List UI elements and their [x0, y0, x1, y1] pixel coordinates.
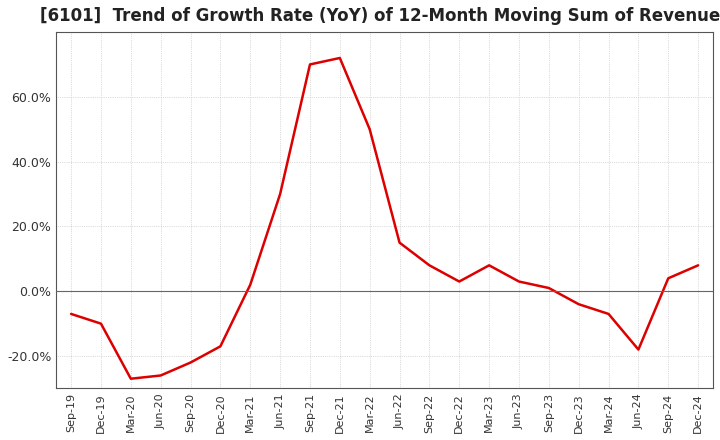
- Title: [6101]  Trend of Growth Rate (YoY) of 12-Month Moving Sum of Revenues: [6101] Trend of Growth Rate (YoY) of 12-…: [40, 7, 720, 25]
